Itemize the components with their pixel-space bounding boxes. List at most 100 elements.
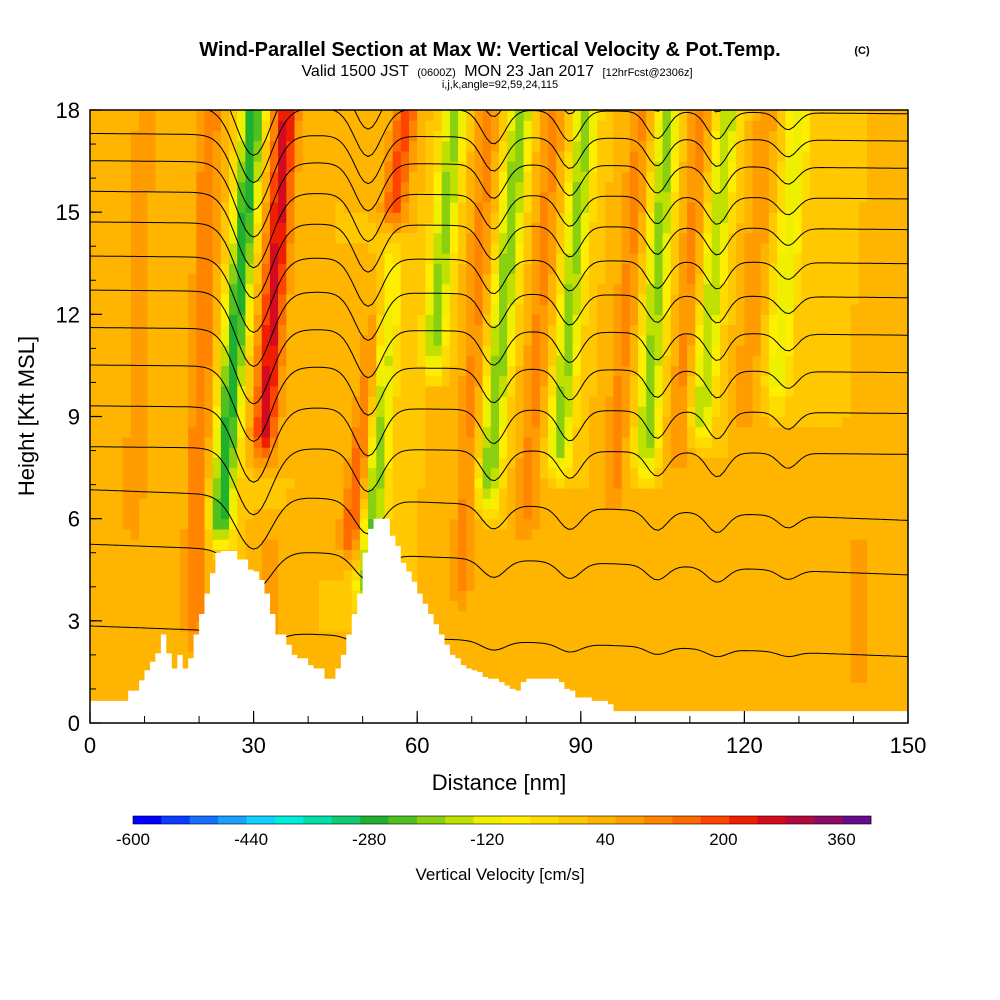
velocity-cell bbox=[638, 579, 647, 591]
velocity-cell bbox=[613, 692, 623, 704]
velocity-cell bbox=[212, 447, 222, 458]
velocity-cell bbox=[499, 426, 508, 438]
velocity-cell bbox=[605, 344, 615, 356]
velocity-cell bbox=[433, 355, 443, 367]
velocity-cell bbox=[294, 191, 304, 203]
velocity-cell bbox=[359, 528, 369, 540]
velocity-cell bbox=[310, 355, 320, 367]
velocity-cell bbox=[392, 334, 402, 346]
velocity-cell bbox=[229, 436, 238, 448]
velocity-cell bbox=[212, 191, 222, 203]
velocity-cell bbox=[482, 385, 492, 397]
velocity-cell bbox=[286, 324, 296, 336]
velocity-cell bbox=[638, 232, 647, 244]
velocity-cell bbox=[409, 528, 418, 540]
velocity-cell bbox=[719, 692, 729, 704]
velocity-cell bbox=[114, 620, 124, 632]
velocity-cell bbox=[376, 293, 386, 305]
velocity-cell bbox=[147, 396, 157, 407]
velocity-cell bbox=[122, 600, 132, 612]
velocity-cell bbox=[613, 702, 623, 714]
velocity-cell bbox=[564, 406, 574, 418]
velocity-cell bbox=[425, 201, 435, 213]
velocity-cell bbox=[523, 549, 533, 561]
velocity-cell bbox=[638, 253, 647, 264]
velocity-cell bbox=[580, 222, 590, 234]
velocity-cell bbox=[449, 569, 459, 581]
velocity-cell bbox=[196, 559, 206, 571]
velocity-cell bbox=[319, 314, 328, 326]
velocity-cell bbox=[548, 191, 557, 203]
velocity-cell bbox=[139, 263, 148, 275]
velocity-cell bbox=[147, 120, 157, 132]
velocity-cell bbox=[728, 396, 737, 407]
velocity-cell bbox=[760, 620, 770, 632]
velocity-cell bbox=[417, 569, 426, 581]
velocity-cell bbox=[466, 181, 476, 193]
velocity-cell bbox=[515, 539, 525, 550]
velocity-cell bbox=[220, 467, 230, 479]
velocity-cell bbox=[359, 232, 369, 244]
velocity-cell bbox=[613, 600, 623, 612]
velocity-cell bbox=[711, 477, 721, 489]
velocity-cell bbox=[130, 406, 140, 418]
velocity-cell bbox=[564, 212, 574, 223]
velocity-cell bbox=[261, 263, 271, 275]
velocity-cell bbox=[368, 130, 377, 142]
velocity-cell bbox=[474, 396, 484, 407]
velocity-cell bbox=[654, 396, 664, 407]
velocity-cell bbox=[728, 661, 737, 673]
velocity-cell bbox=[220, 508, 230, 520]
velocity-cell bbox=[678, 467, 688, 479]
velocity-cell bbox=[752, 232, 762, 244]
velocity-cell bbox=[613, 120, 623, 132]
velocity-cell bbox=[474, 355, 484, 367]
velocity-cell bbox=[711, 406, 721, 418]
velocity-cell bbox=[605, 457, 615, 469]
velocity-cell bbox=[449, 293, 459, 305]
velocity-cell bbox=[736, 488, 745, 499]
velocity-cell bbox=[744, 406, 754, 418]
velocity-cell bbox=[539, 181, 549, 193]
velocity-cell bbox=[425, 222, 435, 234]
velocity-cell bbox=[572, 518, 582, 530]
velocity-cell bbox=[188, 283, 197, 295]
velocity-cell bbox=[670, 620, 680, 632]
velocity-cell bbox=[605, 273, 615, 285]
velocity-cell bbox=[425, 232, 435, 244]
velocity-cell bbox=[310, 426, 320, 438]
velocity-cell bbox=[499, 406, 508, 418]
velocity-cell bbox=[147, 610, 157, 622]
velocity-cell bbox=[548, 181, 557, 193]
velocity-cell bbox=[237, 518, 247, 530]
velocity-cell bbox=[278, 263, 287, 275]
velocity-cell bbox=[188, 273, 197, 285]
velocity-cell bbox=[196, 293, 206, 305]
velocity-cell bbox=[384, 110, 394, 121]
velocity-cell bbox=[253, 406, 263, 418]
velocity-cell bbox=[441, 161, 451, 172]
velocity-cell bbox=[179, 110, 189, 121]
velocity-cell bbox=[646, 559, 656, 571]
velocity-cell bbox=[744, 651, 754, 663]
velocity-cell bbox=[678, 600, 688, 612]
velocity-cell bbox=[319, 488, 328, 499]
velocity-cell bbox=[139, 191, 148, 203]
velocity-cell bbox=[425, 191, 435, 203]
velocity-cell bbox=[261, 314, 271, 326]
velocity-cell bbox=[695, 477, 705, 489]
velocity-cell bbox=[302, 150, 312, 162]
velocity-cell bbox=[327, 579, 336, 591]
velocity-cell bbox=[147, 171, 157, 183]
velocity-cell bbox=[319, 171, 328, 183]
velocity-cell bbox=[155, 426, 165, 438]
velocity-cell bbox=[539, 212, 549, 223]
velocity-cell bbox=[351, 161, 361, 172]
velocity-cell bbox=[220, 222, 230, 234]
velocity-cell bbox=[719, 559, 729, 571]
velocity-cell bbox=[678, 161, 688, 172]
velocity-cell bbox=[752, 293, 762, 305]
velocity-cell bbox=[662, 120, 672, 132]
velocity-cell bbox=[670, 702, 680, 714]
velocity-cell bbox=[719, 344, 729, 356]
